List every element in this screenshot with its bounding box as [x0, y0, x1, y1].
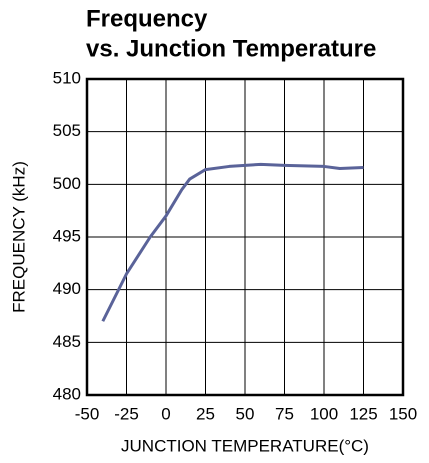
x-tick-label: 100 — [310, 404, 338, 423]
x-axis-label: JUNCTION TEMPERATURE(°C) — [121, 436, 369, 455]
y-tick-label: 510 — [53, 68, 81, 87]
x-tick-label: 25 — [196, 404, 215, 423]
y-tick-label: 485 — [53, 332, 81, 351]
y-tick-label: 495 — [53, 226, 81, 245]
data-line — [101, 162, 364, 322]
x-tick-label: 150 — [389, 404, 417, 423]
y-axis-label: FREQUENCY (kHz) — [9, 161, 28, 313]
x-tick-label: 125 — [349, 404, 377, 423]
x-tick-label: -25 — [114, 404, 139, 423]
x-tick-label: 0 — [161, 404, 170, 423]
x-tick-label: -50 — [75, 404, 100, 423]
y-tick-label: 480 — [53, 384, 81, 403]
y-tick-label: 505 — [53, 121, 81, 140]
chart-title: Frequency — [86, 5, 208, 32]
chart-title: vs. Junction Temperature — [86, 35, 376, 62]
x-tick-label: 50 — [236, 404, 255, 423]
y-tick-label: 490 — [53, 279, 81, 298]
y-tick-label: 500 — [53, 174, 81, 193]
plot-frame — [85, 77, 405, 397]
x-tick-label: 75 — [275, 404, 294, 423]
